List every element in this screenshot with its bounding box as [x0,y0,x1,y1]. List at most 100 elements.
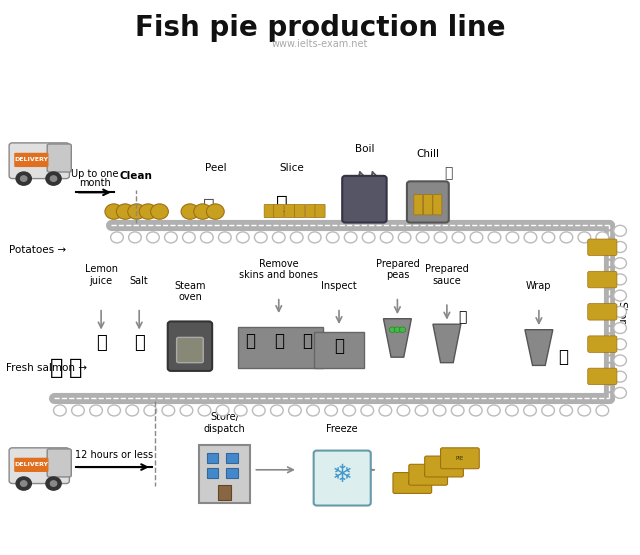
Text: 🥄: 🥄 [459,310,467,324]
Text: DELIVERY: DELIVERY [14,462,49,467]
Circle shape [164,232,177,243]
Circle shape [578,232,591,243]
Circle shape [379,405,392,416]
Circle shape [614,225,627,236]
Circle shape [289,405,301,416]
Circle shape [291,232,303,243]
Text: Steam
oven: Steam oven [174,281,205,302]
Circle shape [452,232,465,243]
Circle shape [234,405,247,416]
FancyBboxPatch shape [393,472,431,493]
FancyBboxPatch shape [314,332,364,368]
Polygon shape [433,324,461,362]
FancyBboxPatch shape [207,453,218,463]
Text: Wrap: Wrap [526,281,552,291]
Circle shape [207,204,224,219]
FancyBboxPatch shape [47,144,71,172]
Text: Potatoes →: Potatoes → [9,245,67,255]
Text: Peel: Peel [205,163,226,173]
Text: 🔪: 🔪 [276,194,288,213]
FancyBboxPatch shape [588,368,617,385]
FancyBboxPatch shape [425,456,463,477]
FancyBboxPatch shape [274,204,284,218]
Circle shape [361,405,374,416]
Circle shape [126,405,138,416]
Circle shape [252,405,265,416]
Circle shape [614,355,627,366]
Circle shape [255,232,267,243]
FancyBboxPatch shape [407,181,449,223]
Circle shape [524,405,536,416]
FancyBboxPatch shape [9,448,69,483]
Text: Inspect: Inspect [321,281,357,291]
Circle shape [614,371,627,382]
Text: Up to one: Up to one [71,169,118,179]
FancyBboxPatch shape [342,176,387,223]
Circle shape [54,405,66,416]
FancyBboxPatch shape [294,204,305,218]
Circle shape [198,405,211,416]
Circle shape [20,481,27,486]
Text: 🐟: 🐟 [50,358,63,378]
Circle shape [389,327,396,332]
Text: 🍋: 🍋 [96,335,106,352]
Circle shape [506,232,519,243]
Text: 12 hours or less: 12 hours or less [75,450,153,460]
Text: Fish pie production line: Fish pie production line [135,13,505,42]
FancyBboxPatch shape [9,143,69,179]
Circle shape [72,405,84,416]
Circle shape [560,232,573,243]
Text: 🧂: 🧂 [134,335,145,352]
FancyBboxPatch shape [264,204,275,218]
Circle shape [194,204,211,219]
Circle shape [614,322,627,334]
Circle shape [271,405,284,416]
Text: 🐟: 🐟 [69,358,83,378]
Circle shape [20,176,27,181]
Circle shape [470,232,483,243]
Polygon shape [525,330,553,365]
FancyBboxPatch shape [284,204,294,218]
Circle shape [614,258,627,269]
Text: PIE: PIE [456,456,464,461]
Text: 🥄: 🥄 [203,196,215,215]
Circle shape [596,405,609,416]
Circle shape [394,327,401,332]
Text: Prepared
peas: Prepared peas [376,259,419,280]
Circle shape [416,232,429,243]
Text: Freeze: Freeze [326,424,358,434]
FancyBboxPatch shape [207,468,218,478]
Circle shape [105,204,123,219]
Circle shape [362,232,375,243]
Circle shape [236,232,249,243]
Circle shape [144,405,157,416]
FancyBboxPatch shape [226,468,237,478]
Circle shape [200,232,213,243]
FancyBboxPatch shape [414,195,423,215]
Circle shape [524,232,537,243]
Text: Store: Store [616,301,627,331]
Circle shape [343,405,356,416]
Text: www.ielts-exam.net: www.ielts-exam.net [272,39,368,49]
Circle shape [578,405,591,416]
FancyBboxPatch shape [315,204,325,218]
Circle shape [326,232,339,243]
Text: Salt: Salt [130,276,148,286]
Circle shape [128,204,145,219]
FancyBboxPatch shape [237,327,323,368]
Circle shape [116,204,134,219]
Text: PIE: PIE [424,472,432,477]
Text: Fresh salmon →: Fresh salmon → [6,363,87,373]
Circle shape [216,405,229,416]
Circle shape [111,232,124,243]
Circle shape [398,232,411,243]
Circle shape [560,405,573,416]
FancyBboxPatch shape [226,453,237,463]
Circle shape [129,232,141,243]
Circle shape [218,232,231,243]
Text: Remove
skins and bones: Remove skins and bones [239,259,318,280]
Circle shape [162,405,175,416]
Text: Boil: Boil [355,144,374,154]
Circle shape [139,204,157,219]
FancyBboxPatch shape [314,451,371,506]
